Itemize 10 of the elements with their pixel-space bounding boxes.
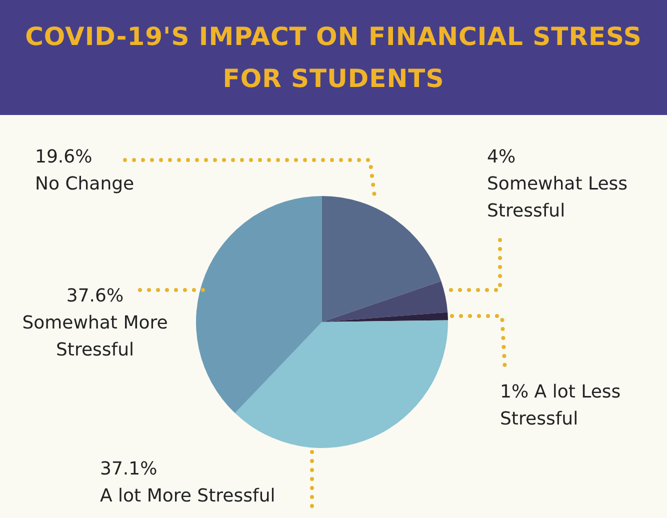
data-label: 37.6% — [66, 286, 124, 307]
data-label: 4% — [487, 146, 516, 168]
slice-label: Somewhat Less Stressful — [487, 174, 628, 222]
chart-title: COVID-19'S IMPACT ON FINANCIAL STRESS FOR STUDENTS — [24, 20, 643, 94]
slice-label: 1% A lot Less Stressful — [500, 382, 621, 430]
data-label: 19.6% — [35, 146, 92, 168]
data-label: 37.1% — [100, 458, 158, 480]
slice-label: A lot More Stressful — [100, 486, 276, 507]
slice-label: No Change — [35, 174, 134, 195]
slice-label: Somewhat More Stressful — [22, 312, 168, 361]
